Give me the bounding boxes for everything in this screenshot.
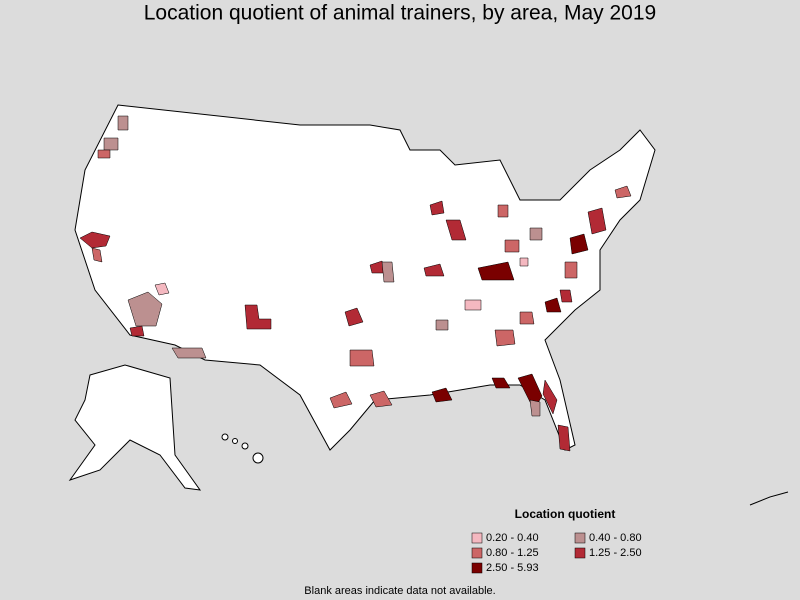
area [129, 325, 145, 337]
legend-entries: 0.20 - 0.40 0.40 - 0.80 0.80 - 1.25 1.25 - … [471, 532, 642, 574]
area [117, 115, 129, 131]
area [497, 204, 509, 218]
area [171, 347, 207, 359]
legend-label: 0.20 - 0.40 [486, 532, 539, 544]
area [103, 137, 119, 151]
area [529, 399, 541, 417]
area [557, 424, 571, 452]
island [232, 438, 238, 444]
legend-swatch [471, 562, 483, 574]
area [97, 149, 111, 159]
area [614, 185, 632, 199]
area [529, 227, 543, 241]
us-map [68, 104, 789, 506]
legend-swatch [471, 532, 483, 544]
area [504, 239, 520, 253]
area [564, 261, 578, 279]
footnote: Blank areas indicate data not available. [304, 585, 495, 597]
map-title: Location quotient of animal trainers, by… [144, 2, 656, 25]
area [431, 387, 453, 403]
legend-swatch [574, 532, 586, 544]
legend-swatch [471, 547, 483, 559]
legend-label: 2.50 - 5.93 [486, 562, 539, 574]
legend-label: 1.25 - 2.50 [589, 547, 642, 559]
contiguous-us [74, 104, 656, 451]
island [241, 442, 249, 450]
area [79, 231, 111, 249]
area [91, 247, 103, 263]
legend-title: Location quotient [515, 507, 616, 521]
area [244, 304, 272, 330]
area [429, 200, 445, 216]
legend-label: 0.80 - 1.25 [486, 547, 539, 559]
legend-label: 0.40 - 0.80 [589, 532, 642, 544]
area [381, 261, 395, 283]
legend-swatch [574, 547, 586, 559]
area [329, 391, 353, 409]
area [464, 299, 482, 311]
island [221, 433, 229, 441]
area [494, 329, 516, 347]
area [491, 377, 511, 389]
islands [749, 491, 789, 506]
legend: Location quotient 0.20 - 0.40 0.40 - 0.80… [471, 507, 642, 574]
area [519, 311, 535, 325]
area [435, 319, 449, 331]
area [542, 379, 558, 415]
area [423, 263, 445, 277]
area [587, 207, 607, 235]
hawaii [221, 433, 264, 464]
shaded-areas [79, 115, 632, 452]
area [519, 257, 529, 267]
area [569, 233, 589, 255]
area [127, 291, 163, 327]
area [349, 349, 375, 367]
area [445, 219, 467, 241]
area [477, 261, 515, 281]
alaska [68, 364, 202, 491]
area [559, 289, 573, 303]
area [544, 297, 562, 313]
area [154, 282, 170, 296]
area [344, 307, 364, 327]
island [252, 452, 264, 464]
area [369, 390, 393, 408]
